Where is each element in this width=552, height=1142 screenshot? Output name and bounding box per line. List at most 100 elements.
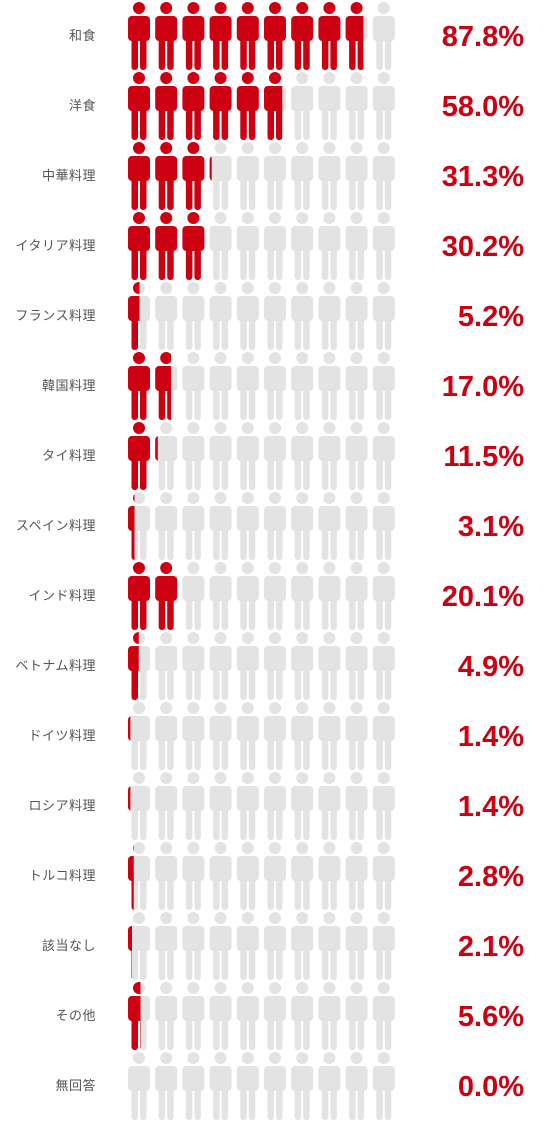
person-icon [345,562,368,630]
person-icon [318,422,341,490]
icon-strip [128,72,395,140]
chart-row: インド料理 20.1% [0,562,552,632]
person-icon [155,212,178,280]
person-icon [264,282,286,350]
person-icon [182,842,205,910]
chart-row: 該当なし 2.1% [0,912,552,982]
person-icon [236,72,259,140]
person-icon [318,492,341,560]
person-icon [372,562,395,630]
person-icon [372,422,395,490]
person-icon [128,632,150,700]
person-icon [182,352,205,420]
person-icon [128,422,150,490]
person-icon [182,142,205,210]
category-label: 無回答 [55,1079,96,1094]
icon-strip [128,1052,395,1120]
person-icon [264,982,286,1050]
percentage-label: 58.0% [441,91,524,123]
person-icon [291,142,314,210]
percentage-label: 17.0% [441,371,524,403]
person-icon [345,912,368,980]
person-icon [372,842,395,910]
person-icon [372,1052,395,1120]
person-icon [345,1052,368,1120]
category-label: ベトナム料理 [15,659,96,674]
person-icon [182,632,205,700]
person-icon [372,282,395,350]
person-icon [209,632,232,700]
chart-row: トルコ料理 2.8% [0,842,552,912]
person-icon [291,72,314,140]
person-icon [155,1052,178,1120]
person-icon [155,72,178,140]
person-icon [236,2,259,70]
percentage-label: 0.0% [457,1071,524,1103]
person-icon [236,492,259,560]
person-icon [128,352,150,420]
icon-strip [128,142,395,210]
person-icon [155,912,178,980]
person-icon [182,772,205,840]
person-icon [236,142,259,210]
person-icon [182,2,205,70]
percentage-label: 5.6% [457,1001,524,1033]
person-icon [318,142,341,210]
person-icon [155,842,178,910]
person-icon [182,702,205,770]
person-icon [155,492,178,560]
category-label: その他 [55,1009,96,1024]
person-icon [372,772,395,840]
person-icon [264,842,286,910]
percentage-label: 31.3% [441,161,524,193]
person-icon [291,422,314,490]
person-icon [155,982,178,1050]
person-icon [318,562,341,630]
chart-row: ベトナム料理 4.9% [0,632,552,702]
icon-strip [128,702,395,770]
percentage-label: 2.8% [457,861,524,893]
icon-strip [128,352,395,420]
person-icon [264,702,286,770]
person-icon [372,632,395,700]
person-icon [236,632,259,700]
person-icon [236,702,259,770]
chart-row: ドイツ料理 1.4% [0,702,552,772]
icon-strip [128,282,395,350]
icon-strip [128,772,395,840]
person-icon [264,142,286,210]
person-icon [318,912,341,980]
person-icon [236,562,259,630]
person-icon [128,912,150,980]
person-icon [318,632,341,700]
person-icon [209,562,232,630]
person-icon [264,352,286,420]
category-label: 中華料理 [41,169,96,184]
person-icon [209,702,232,770]
person-icon [318,982,341,1050]
person-icon [236,912,259,980]
chart-row: タイ料理 11.5% [0,422,552,492]
person-icon [209,2,232,70]
person-icon [345,72,368,140]
category-label: インド料理 [28,589,96,604]
percentage-label: 1.4% [457,791,524,823]
chart-row: イタリア料理 30.2% [0,212,552,282]
chart-row: 洋食 58.0% [0,72,552,142]
person-icon [128,282,150,350]
person-icon [291,352,314,420]
person-icon [264,772,286,840]
person-icon [264,912,286,980]
person-icon [372,212,395,280]
person-icon [264,562,286,630]
percentage-label: 11.5% [443,441,524,473]
person-icon [209,422,232,490]
person-icon [291,912,314,980]
icon-strip [128,842,395,910]
person-icon [209,492,232,560]
person-icon [182,282,205,350]
person-icon [264,72,286,140]
person-icon [182,562,205,630]
icon-strip [128,422,395,490]
person-icon [372,492,395,560]
